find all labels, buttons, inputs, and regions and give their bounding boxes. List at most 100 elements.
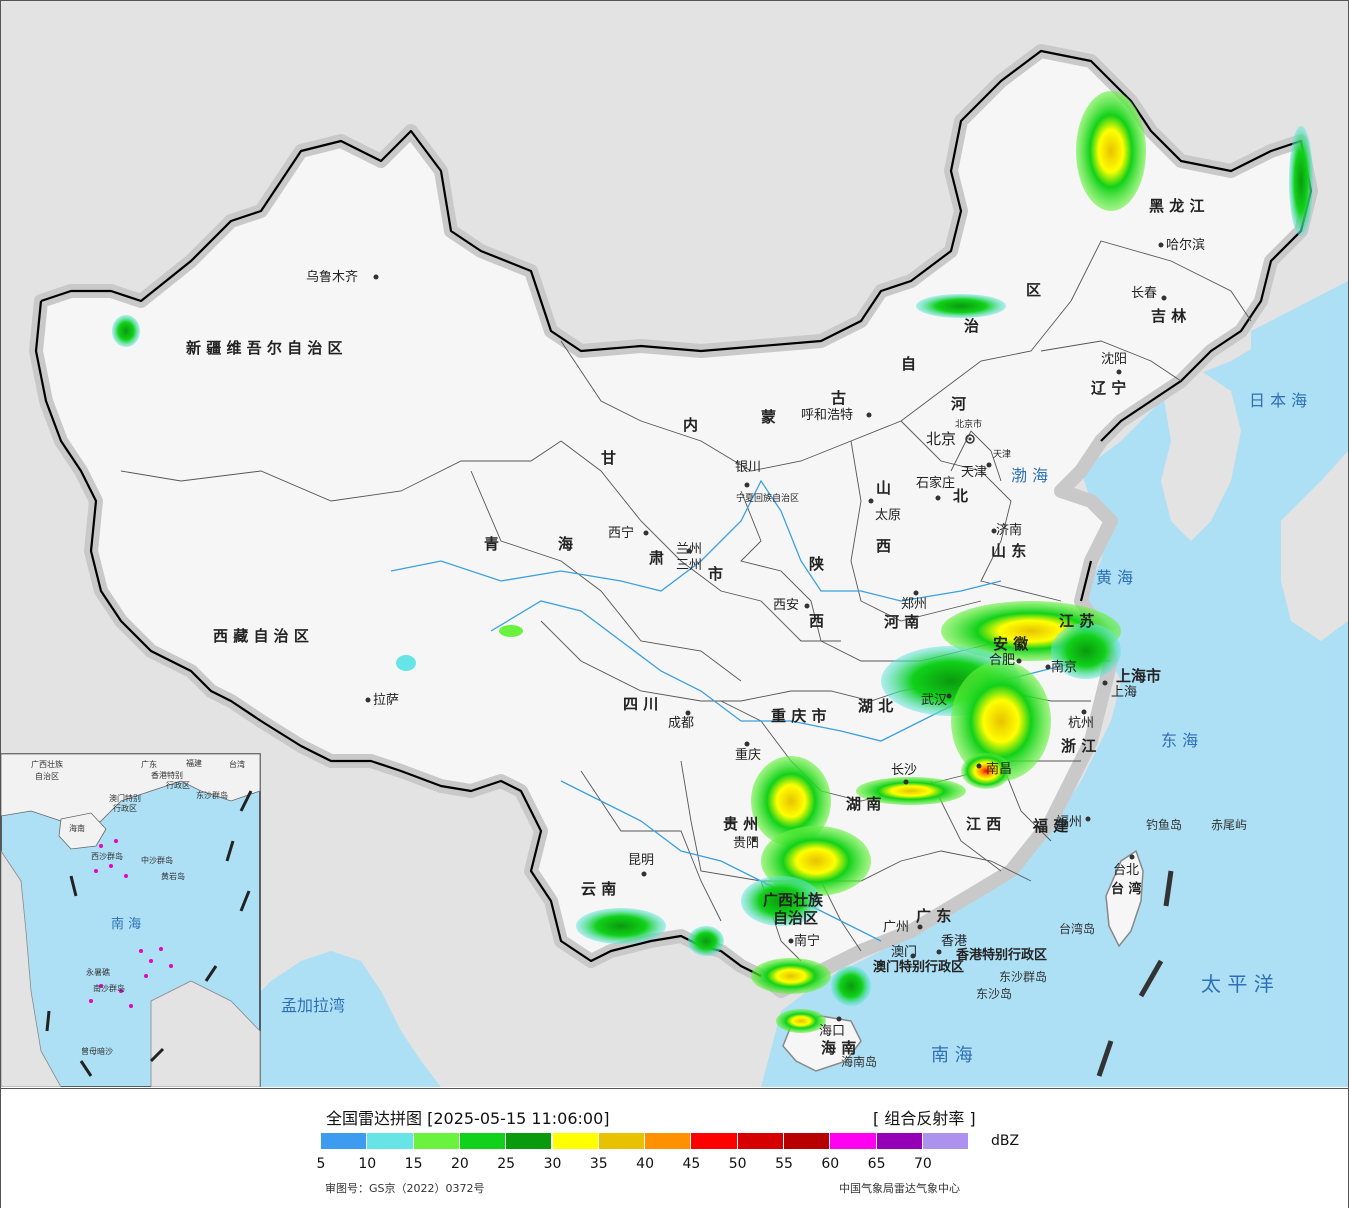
scale-tick-label: 30 — [543, 1156, 562, 1172]
city-changsha: 长沙 — [891, 763, 917, 778]
province-label-jiangsu: 江 苏 — [1059, 612, 1094, 630]
scale-tick-label: 50 — [728, 1156, 747, 1172]
city-haikou: 海口 — [819, 1024, 845, 1039]
color-swatch — [552, 1133, 598, 1149]
scale-tick-label: 65 — [867, 1156, 886, 1172]
city-shenyang: 沈阳 — [1101, 352, 1127, 367]
radar-echoes — [112, 91, 1313, 1033]
province-label-shandong: 山 东 — [991, 542, 1026, 560]
scale-tick-label: 60 — [821, 1156, 840, 1172]
city-jinan: 济南 — [996, 522, 1022, 538]
province-label-hainan: 海 南 — [821, 1039, 856, 1057]
province-label-hk: 香港特别行政区 — [955, 947, 1047, 963]
province-label-xizang: 西 藏 自 治 区 — [213, 627, 309, 645]
island-hainan: 海南岛 — [841, 1054, 877, 1069]
city-kunming: 昆明 — [628, 853, 654, 868]
city-tianjin: 天津 — [961, 465, 987, 480]
province-label-chongqing: 重 庆 市 — [771, 707, 826, 725]
city-xian: 西安 — [773, 598, 799, 613]
scale-tick-label: 35 — [589, 1156, 608, 1172]
sea-label-ribenhai: 日 本 海 — [1249, 391, 1307, 410]
legend-panel: 全国雷达拼图 [2025-05-15 11:06:00] [ 组合反射率 ] 5… — [1, 1088, 1348, 1208]
city-urumqi: 乌鲁木齐 — [306, 269, 358, 285]
city-taiyuan: 太原 — [875, 508, 901, 523]
inset-label-4: 台湾 — [229, 759, 245, 769]
province-label-yunnan: 云 南 — [581, 880, 616, 898]
city-beijing: 北京 — [926, 430, 956, 448]
province-label-shanxi-2: 西 — [876, 537, 891, 555]
south-sea-inset: 南 海 广西壮族 自治区 广东 福建 台湾 香港特别 行政区 澳门特别 行政区 … — [1, 753, 261, 1087]
inset-label-6: 行政区 — [166, 780, 190, 790]
city-markers — [365, 242, 1167, 1022]
color-swatch — [830, 1133, 876, 1149]
province-label-neimeng-2: 蒙 — [761, 408, 776, 426]
inset-label-5: 香港特别 — [151, 770, 183, 780]
inset-label-12: 黄岩岛 — [161, 871, 185, 881]
province-label-guizhou: 贵 州 — [723, 815, 758, 833]
province-label-shaanxi-2: 西 — [809, 612, 824, 630]
color-swatch — [645, 1133, 691, 1149]
city-yinchuan: 银川 — [735, 460, 761, 475]
color-swatch — [922, 1133, 969, 1149]
japan-land — [1281, 451, 1348, 641]
province-label-jilin: 吉 林 — [1151, 307, 1187, 325]
color-swatch — [691, 1133, 737, 1149]
city-zhengzhou: 郑州 — [901, 597, 927, 612]
island-chiwei: 赤尾屿 — [1211, 818, 1247, 832]
taiwan-island-shape — [1105, 849, 1144, 948]
city-lhasa: 拉萨 — [373, 693, 399, 708]
city-shijiazhuang: 石家庄 — [916, 475, 955, 491]
city-taibei: 台北 — [1113, 863, 1139, 878]
approval-number: 审图号：GS京（2022）0372号 — [325, 1182, 485, 1195]
province-label-gansu-shi: 市 — [708, 565, 723, 583]
scale-tick-label: 10 — [358, 1156, 377, 1172]
province-label-neimeng-5: 治 — [964, 317, 979, 335]
sea-label-bohai: 渤 海 — [1011, 466, 1048, 485]
province-label-qinghai-2: 海 — [558, 535, 573, 553]
scale-tick-label: 15 — [404, 1156, 423, 1172]
province-label-neimeng-4: 自 — [901, 355, 916, 373]
color-swatch — [413, 1133, 459, 1149]
city-nanchang: 南昌 — [986, 761, 1012, 777]
inset-label-8: 行政区 — [113, 803, 137, 813]
sea-japan — [1251, 281, 1348, 521]
inset-label-10: 海南 — [69, 823, 85, 833]
province-label-guangdong: 广 东 — [916, 907, 951, 925]
sea-label-donghai: 东 海 — [1161, 731, 1198, 750]
scale-tick-label: 5 — [316, 1156, 326, 1172]
province-label-henan: 河 南 — [884, 613, 919, 631]
province-label-taiwan: 台 湾 — [1111, 881, 1142, 897]
city-fuzhou: 福州 — [1056, 815, 1082, 830]
city-tianjin-small: 天津 — [993, 449, 1011, 460]
province-label-hebei-2: 北 — [953, 487, 968, 505]
scale-tick-label: 55 — [775, 1156, 793, 1172]
inset-label-7: 澳门特别 — [109, 793, 141, 803]
city-hefei: 合肥 — [989, 653, 1015, 668]
province-label-gansu-city: 三州 — [676, 558, 702, 573]
island-dongsha-dao: 东沙岛 — [976, 986, 1012, 1001]
inset-label-1: 自治区 — [35, 771, 59, 781]
scale-tick-label: 25 — [497, 1156, 516, 1172]
province-label-neimeng-3: 古 — [831, 389, 846, 407]
legend-unit: dBZ — [991, 1133, 1020, 1149]
color-swatch — [367, 1133, 413, 1149]
inset-label-3: 福建 — [186, 758, 202, 768]
province-label-shanxi-1: 山 — [876, 479, 891, 497]
province-label-qinghai-1: 青 — [484, 535, 499, 553]
province-label-liaoning: 辽 宁 — [1091, 379, 1126, 397]
korea-land — [1161, 371, 1241, 541]
sea-label-mengjiala: 孟加拉湾 — [281, 996, 345, 1015]
province-label-xinjiang: 新 疆 维 吾 尔 自 治 区 — [186, 339, 343, 357]
city-hohhot: 呼和浩特 — [801, 408, 853, 423]
legend-title: 全国雷达拼图 [2025-05-15 11:06:00] — [326, 1109, 610, 1128]
province-label-hebei-1: 河 — [951, 395, 966, 413]
city-xianggang: 香港 — [941, 934, 967, 949]
scale-tick-label: 45 — [682, 1156, 701, 1172]
color-swatch — [506, 1133, 552, 1149]
inset-label-11: 中沙群岛 — [141, 855, 173, 865]
province-label-guangxi-2: 自治区 — [773, 909, 818, 927]
china-border — [34, 49, 1313, 977]
province-label-heilongjiang: 黑 龙 江 — [1149, 197, 1204, 215]
source-credit: 中国气象局雷达气象中心 — [839, 1182, 960, 1195]
province-label-ningxia: 宁夏回族自治区 — [736, 492, 799, 504]
